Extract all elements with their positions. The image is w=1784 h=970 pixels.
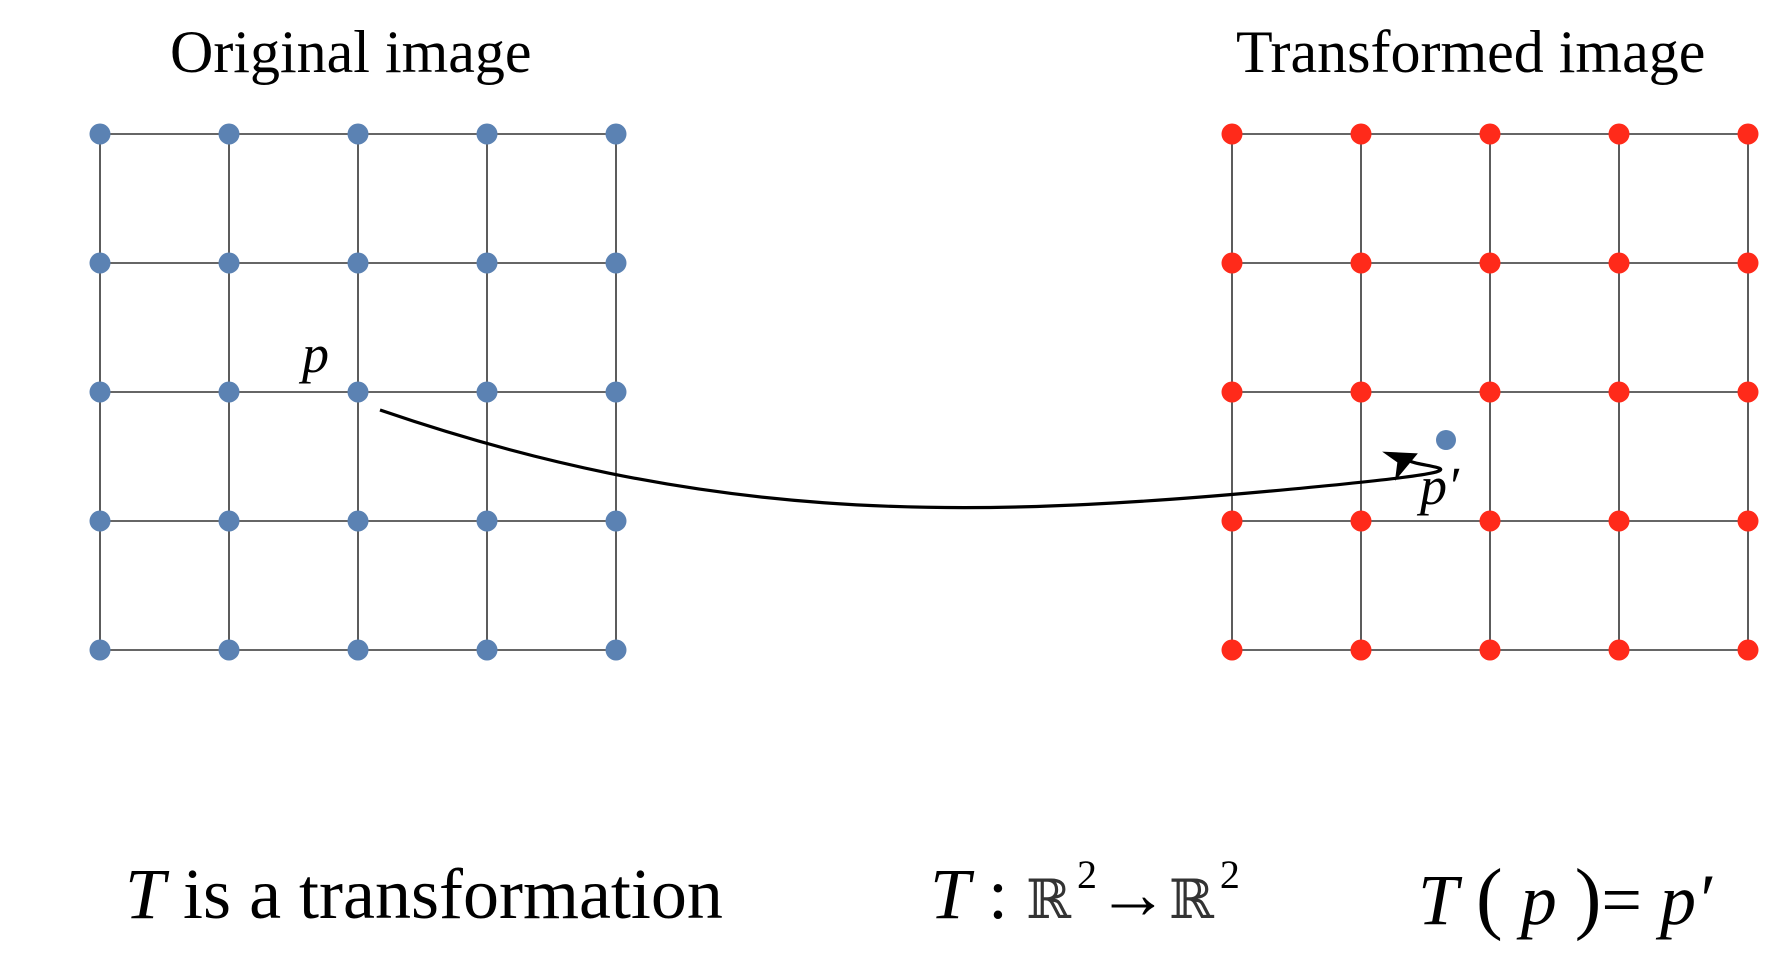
equation-p-prime: p′ (1659, 860, 1712, 940)
equation-equals: = (1601, 860, 1642, 940)
original-grid-point (347, 381, 369, 403)
original-grid-point (605, 381, 627, 403)
transformed-grid-point (1479, 510, 1501, 532)
transformed-grid-point (1737, 381, 1759, 403)
original-grid-point (218, 123, 240, 145)
original-grid-point (218, 381, 240, 403)
mapping-arrow-symbol: → (1096, 854, 1169, 934)
original-grid-point (218, 639, 240, 661)
transformed-grid-point (1737, 252, 1759, 274)
transformed-grid-point (1608, 381, 1630, 403)
transformed-grid-point (1350, 510, 1372, 532)
original-grid-point (89, 252, 111, 274)
equation-symbol-T: T (1418, 860, 1459, 940)
mapping-domain: ℝ (1026, 868, 1071, 931)
original-grid-point (476, 639, 498, 661)
original-grid-point (218, 252, 240, 274)
original-grid-point (347, 123, 369, 145)
equation-open-paren: ( (1476, 854, 1503, 942)
transformed-grid-point (1479, 639, 1501, 661)
transformed-grid-point (1608, 252, 1630, 274)
transformed-grid-point (1608, 510, 1630, 532)
transformed-grid-point (1608, 639, 1630, 661)
mapping-codomain-exponent: 2 (1219, 852, 1240, 897)
original-grid-point (605, 510, 627, 532)
equation-close-paren: ) (1574, 854, 1602, 942)
original-grid-point (476, 381, 498, 403)
mapping-colon: : (988, 854, 1009, 934)
original-grid-point (89, 510, 111, 532)
original-grid-point (605, 252, 627, 274)
transformed-grid-point (1608, 123, 1630, 145)
original-grid-point (347, 639, 369, 661)
point-p-prime-label: p′ (1416, 456, 1460, 516)
original-grid-point (89, 639, 111, 661)
transformed-grid (1221, 123, 1759, 661)
original-grid-point (605, 639, 627, 661)
transformed-grid-point (1221, 381, 1243, 403)
transformed-grid-point (1479, 381, 1501, 403)
equation-p: p (1520, 860, 1557, 940)
original-grid-point (89, 381, 111, 403)
transformed-grid-point (1221, 510, 1243, 532)
mapping-arrow (379, 408, 1443, 510)
transformed-grid-point (1737, 510, 1759, 532)
mapping-symbol-T: T (930, 854, 971, 934)
transformed-grid-point (1479, 252, 1501, 274)
transformed-grid-point (1350, 639, 1372, 661)
transformed-grid-point (1479, 123, 1501, 145)
transformed-grid-point (1350, 252, 1372, 274)
mapping-codomain: ℝ (1168, 868, 1214, 931)
original-grid-point (347, 510, 369, 532)
transformation-caption: T is a transformation (125, 858, 723, 930)
mapping-domain-exponent: 2 (1076, 852, 1097, 897)
transformed-grid-point (1737, 639, 1759, 661)
original-grid-point (347, 252, 369, 274)
transformed-grid-point (1350, 381, 1372, 403)
original-grid-point (476, 252, 498, 274)
original-grid-point (605, 123, 627, 145)
transformed-grid-point (1221, 123, 1243, 145)
point-p-label: p (298, 324, 329, 384)
transformation-mapping: T : ℝ 2→ℝ 2 (930, 855, 1240, 931)
original-grid-point (476, 123, 498, 145)
transformed-grid-point (1221, 252, 1243, 274)
transformed-grid-point (1737, 123, 1759, 145)
original-image-title: Original image (170, 19, 532, 85)
caption-symbol-T: T (125, 854, 166, 934)
transformed-grid-point (1350, 123, 1372, 145)
transformed-image-title: Transformed image (1236, 19, 1706, 85)
original-grid-point (476, 510, 498, 532)
caption-text: is a transformation (165, 854, 723, 934)
original-grid-point (89, 123, 111, 145)
transformation-equation: T ( p )= p′ (1418, 858, 1712, 938)
original-grid (89, 123, 627, 661)
mapped-point-marker (1436, 430, 1456, 450)
original-grid-point (218, 510, 240, 532)
transformed-grid-point (1221, 639, 1243, 661)
